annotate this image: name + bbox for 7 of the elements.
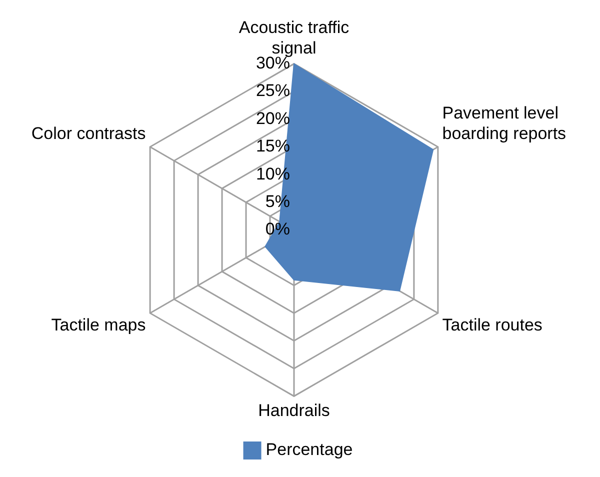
spoke-label: Tactile routes	[442, 315, 542, 334]
legend-label: Percentage	[266, 440, 353, 460]
spoke-label: Handrails	[258, 401, 330, 420]
spoke-label: Pavement level boarding reports	[442, 103, 566, 143]
y-tick-label: 25%	[256, 81, 290, 100]
spoke-label: Tactile maps	[51, 315, 146, 334]
spoke-label: Color contrasts	[31, 124, 146, 143]
